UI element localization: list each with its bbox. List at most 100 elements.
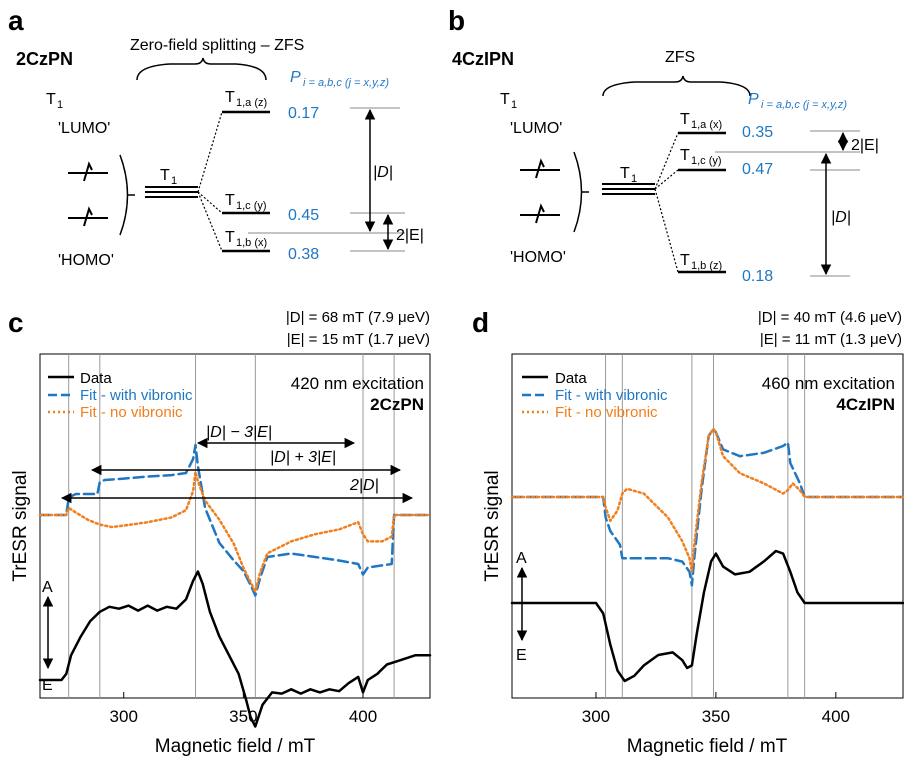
molecule-name-b: 4CzIPN <box>452 49 514 69</box>
t1-left-sub-a: 1 <box>57 99 63 111</box>
panel-d: d |D| = 40 mT (4.6 μeV) |E| = 11 mT (1.3… <box>472 307 904 757</box>
plot-frame-d <box>511 353 904 699</box>
degenerate-levels-b <box>602 183 655 195</box>
x-tick-label-c-0: 300 <box>110 707 138 726</box>
legend-fit-vib-d: Fit - with vibronic <box>555 387 668 404</box>
excitation-c: 420 nm excitation <box>291 374 424 393</box>
zfs-brace-b <box>602 75 751 97</box>
t1-center-a: T <box>160 167 170 184</box>
series-d-dotted <box>510 427 904 574</box>
homo-a: 'HOMO' <box>58 252 114 269</box>
level-a-sub-a: 1,a (z) <box>236 97 267 109</box>
split-levels-b <box>678 131 726 274</box>
panel-a: a 2CzPN Zero-field splitting – ZFS P i =… <box>8 5 424 269</box>
zfs-label-a: Zero-field splitting – ZFS <box>130 37 304 54</box>
e-label-a: 2|E| <box>396 227 424 244</box>
series-c-solid <box>38 570 432 728</box>
param-e-c: |E| = 15 mT (1.7 μeV) <box>287 331 430 348</box>
ann-d-plus-3e: |D| + 3|E| <box>270 449 336 466</box>
ref-lines-b <box>715 130 860 277</box>
series-d-dashed <box>510 427 904 587</box>
p-label-a: P <box>290 69 301 86</box>
homo-b: 'HOMO' <box>510 249 566 266</box>
p-sub-b: i = a,b,c (j = x,y,z) <box>761 99 847 111</box>
excitation-d: 460 nm excitation <box>762 374 895 393</box>
e-label-b: 2|E| <box>851 137 879 154</box>
lumo-a: 'LUMO' <box>58 120 110 137</box>
legend-fit-novib-d: Fit - no vibronic <box>555 404 658 421</box>
ann-d-minus-3e: |D| − 3|E| <box>206 424 272 441</box>
x-tick-label-d-0: 300 <box>582 707 610 726</box>
t1-left-a: T <box>46 91 56 108</box>
param-d-c: |D| = 68 mT (7.9 μeV) <box>286 309 430 326</box>
molecule-label-d: 4CzIPN <box>836 395 895 414</box>
level-a-label-a: T <box>225 89 235 106</box>
panel-label-c: c <box>8 307 24 338</box>
panel-label-a: a <box>8 5 24 36</box>
series-c-dashed <box>38 443 432 597</box>
ref-lines-a <box>248 107 405 252</box>
panel-b: b 4CzIPN ZFS P i = a,b,c (j = x,y,z) T 1… <box>448 5 879 285</box>
level-b-sub-b: 1,b (z) <box>691 260 722 272</box>
t1-center-sub-a: 1 <box>171 175 177 187</box>
level-b-sub-a: 1,b (x) <box>236 237 267 249</box>
y-axis-title-d: TrESR signal <box>482 470 503 581</box>
legend-fit-vib-c: Fit - with vibronic <box>80 387 193 404</box>
orbital-diagram-b <box>520 151 589 233</box>
axis-e-d: E <box>516 647 527 664</box>
axis-e-c: E <box>42 677 53 694</box>
panel-label-b: b <box>448 5 465 36</box>
splitting-lines-a <box>197 111 223 252</box>
x-tick-label-c-2: 400 <box>349 707 377 726</box>
splitting-lines-b <box>654 132 679 273</box>
series-d-solid <box>510 549 904 683</box>
series-c-dotted <box>38 470 432 594</box>
level-c-label-b: T <box>680 147 690 164</box>
zfs-brace-a <box>136 57 267 81</box>
p-value-b2: 0.47 <box>742 161 773 178</box>
level-b-label-a: T <box>225 229 235 246</box>
molecule-label-c: 2CzPN <box>370 395 424 414</box>
ann-2d: 2|D| <box>349 477 379 494</box>
x-tick-label-d-1: 350 <box>702 707 730 726</box>
y-axis-title-c: TrESR signal <box>10 470 31 581</box>
zfs-label-b: ZFS <box>665 49 695 66</box>
p-value-a2: 0.45 <box>288 207 319 224</box>
t1-center-sub-b: 1 <box>631 173 637 185</box>
lumo-b: 'LUMO' <box>510 120 562 137</box>
level-c-sub-b: 1,c (y) <box>691 155 722 167</box>
guide-lines-c <box>68 354 395 698</box>
x-axis-title-c: Magnetic field / mT <box>155 736 316 757</box>
axis-a-c: A <box>42 579 53 596</box>
x-ticks-c: 300 350 400 <box>110 692 377 726</box>
param-e-d: |E| = 11 mT (1.3 μeV) <box>760 331 902 348</box>
level-a-label-b: T <box>680 111 690 128</box>
degenerate-levels-a <box>145 186 198 198</box>
legend-d: Data Fit - with vibronic Fit - no vibron… <box>522 370 668 421</box>
d-label-a: |D| <box>373 164 393 181</box>
legend-c: Data Fit - with vibronic Fit - no vibron… <box>48 370 193 421</box>
plot-series-c <box>38 443 432 728</box>
panel-c: c |D| = 68 mT (7.9 μeV) |E| = 15 mT (1.7… <box>8 307 432 757</box>
level-b-label-b: T <box>680 252 690 269</box>
d-label-b: |D| <box>831 209 851 226</box>
orbital-diagram-a <box>68 154 135 236</box>
x-ticks-d: 300 350 400 <box>582 692 850 726</box>
split-levels-a <box>222 110 270 253</box>
x-axis-title-d: Magnetic field / mT <box>627 736 788 757</box>
legend-fit-novib-c: Fit - no vibronic <box>80 404 183 421</box>
legend-data-c: Data <box>80 370 112 387</box>
level-a-sub-b: 1,a (x) <box>691 119 722 131</box>
axis-a-d: A <box>516 550 527 567</box>
t1-left-sub-b: 1 <box>511 99 517 111</box>
panel-label-d: d <box>472 307 489 338</box>
t1-center-b: T <box>620 165 630 182</box>
molecule-name-a: 2CzPN <box>16 49 73 69</box>
guide-lines-d <box>605 354 806 698</box>
level-c-sub-a: 1,c (y) <box>236 200 267 212</box>
param-d-d: |D| = 40 mT (4.6 μeV) <box>758 309 902 326</box>
p-value-b1: 0.35 <box>742 124 773 141</box>
plot-frame-c <box>39 353 431 699</box>
plot-series-d <box>510 427 904 683</box>
